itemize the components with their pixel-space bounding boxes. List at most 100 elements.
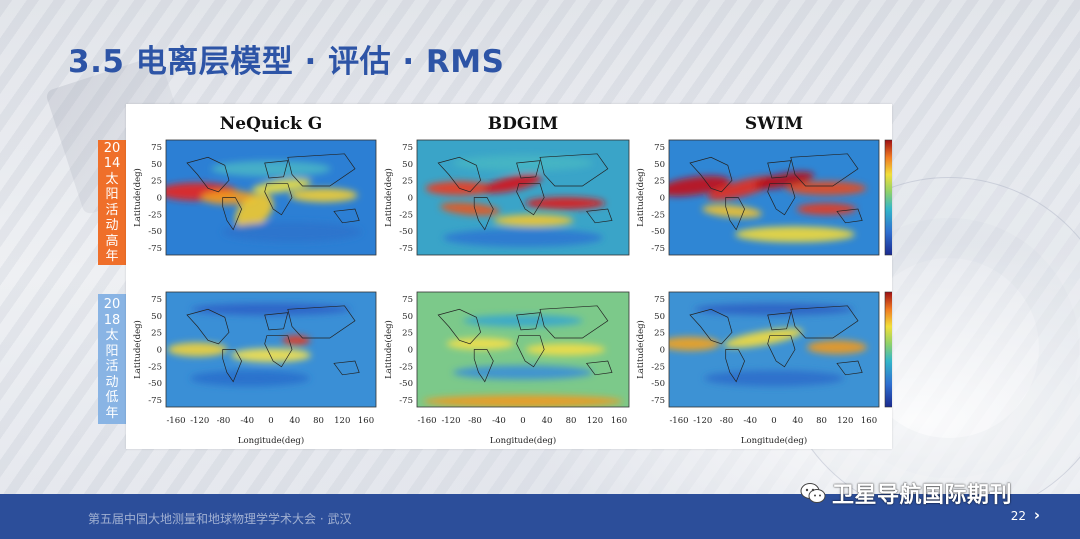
coastline	[437, 308, 481, 345]
coastline	[790, 305, 859, 339]
lat-tick-label: -25	[148, 362, 162, 372]
heatmap-blob	[694, 303, 854, 316]
wechat-icon	[800, 483, 826, 503]
heatmap-blob	[235, 193, 274, 230]
lat-tick-label: 25	[151, 177, 162, 187]
panel-frame	[165, 139, 377, 256]
y-axis-label: Latitude(deg)	[635, 320, 646, 379]
heatmap-blob	[796, 203, 857, 215]
coastline	[333, 208, 360, 224]
lon-tick-label: -40	[492, 416, 506, 426]
lat-tick-label: 75	[654, 295, 665, 305]
lon-tick-label: 160	[358, 416, 374, 426]
lat-tick-label: 25	[402, 329, 413, 339]
panel-title: BDGIM	[488, 114, 559, 134]
colorbar-gradient	[884, 139, 895, 256]
heatmap-panel-2018-bdgim: 75 50 25 0 -25 -50 -75 Latitude(deg) -160 -120 -80…	[383, 291, 630, 446]
lat-tick-label: -25	[148, 210, 162, 220]
lat-tick-label: 25	[654, 177, 665, 187]
heatmap-blob	[453, 365, 593, 380]
heatmap-panel-2014-nequick-g: 75 50 25 0 -25 -50 -75 Latitude(deg) NeQuick G	[132, 114, 377, 256]
lat-tick-label: -50	[148, 379, 162, 389]
row-label-char: 阳	[105, 187, 119, 202]
lat-tick-label: 25	[402, 177, 413, 187]
lon-tick-label: -160	[166, 416, 185, 426]
panel-title: NeQuick G	[220, 114, 323, 134]
heatmap-field	[166, 160, 362, 242]
coastline	[539, 153, 609, 187]
next-page-arrow-icon[interactable]: ›	[1033, 506, 1040, 524]
heatmap-blob	[423, 395, 623, 407]
lon-tick-label: -80	[468, 416, 482, 426]
panel-title: SWIM	[745, 114, 803, 134]
rms-heatmap-grid: 75 50 25 0 -25 -50 -75 Latitude(deg) NeQuick G 75…	[132, 114, 911, 446]
lat-tick-label: -50	[399, 379, 413, 389]
lat-tick-label: -50	[148, 227, 162, 237]
lat-tick-label: 75	[151, 143, 162, 153]
coastline	[287, 305, 356, 339]
heatmap-field	[425, 155, 606, 247]
lon-tick-label: 40	[289, 416, 300, 426]
lat-tick-label: 25	[151, 329, 162, 339]
coastline	[836, 208, 863, 224]
row-label-char: 动	[105, 374, 119, 390]
row-label-char: 年	[105, 249, 119, 264]
colorbar-2014: 201612840	[884, 136, 911, 261]
heatmap-blob	[463, 314, 583, 327]
lat-tick-label: 75	[402, 295, 413, 305]
lon-tick-label: 160	[861, 416, 877, 426]
lon-tick-label: 120	[587, 416, 603, 426]
lat-tick-label: -25	[651, 362, 665, 372]
coastline	[585, 208, 613, 224]
coastline	[767, 335, 796, 368]
lon-tick-label: -120	[190, 416, 209, 426]
panel-frame	[668, 291, 880, 408]
coastline	[437, 156, 481, 193]
coastline	[767, 312, 792, 331]
x-axis-label: Longitude(deg)	[238, 435, 304, 446]
heatmap-field	[423, 314, 623, 407]
y-axis-label: Latitude(deg)	[132, 320, 143, 379]
coastline	[264, 312, 289, 331]
heatmap-blob	[669, 336, 720, 351]
row-label-char: 高	[105, 233, 119, 249]
coastline	[767, 160, 792, 179]
coastline	[222, 349, 242, 383]
heatmap-blob	[702, 204, 762, 218]
heatmap-blob	[525, 197, 606, 210]
heatmap-blob	[222, 222, 362, 242]
coastline	[222, 197, 242, 231]
heatmap-blob	[190, 370, 310, 387]
heatmap-blob	[231, 348, 311, 363]
lat-tick-label: 50	[654, 312, 665, 322]
lat-tick-label: -50	[651, 227, 665, 237]
coastline-layer	[437, 153, 613, 231]
lat-tick-label: 0	[660, 346, 665, 356]
heatmap-blob	[786, 181, 867, 196]
x-axis-label: Longitude(deg)	[490, 435, 556, 446]
heatmap-blob	[167, 342, 228, 357]
lat-tick-label: 50	[402, 312, 413, 322]
lon-tick-label: -160	[417, 416, 436, 426]
heatmap-panel-2014-swim: 75 50 25 0 -25 -50 -75 Latitude(deg) SWIM	[635, 114, 880, 256]
row-label-2018: 20 18 太 阳 活 动 低 年	[98, 294, 126, 424]
row-label-char: 太	[105, 171, 119, 187]
y-axis-label: Latitude(deg)	[132, 168, 143, 227]
coastline	[264, 335, 293, 368]
lon-tick-label: -80	[720, 416, 734, 426]
lat-tick-label: 50	[151, 312, 162, 322]
coastline-layer	[186, 305, 360, 383]
lat-tick-label: 0	[660, 194, 665, 204]
lon-tick-label: -160	[669, 416, 688, 426]
heatmap-blob	[446, 337, 515, 350]
lat-tick-label: -25	[651, 210, 665, 220]
lon-tick-label: 80	[566, 416, 577, 426]
coastline	[689, 156, 733, 193]
lat-tick-label: -75	[399, 244, 413, 254]
lon-tick-label: -120	[693, 416, 712, 426]
heatmap-blob	[724, 328, 803, 348]
row-label-char: 活	[105, 202, 119, 218]
lon-tick-label: 80	[313, 416, 324, 426]
heatmap-blob	[483, 174, 542, 193]
coastline	[725, 349, 745, 383]
